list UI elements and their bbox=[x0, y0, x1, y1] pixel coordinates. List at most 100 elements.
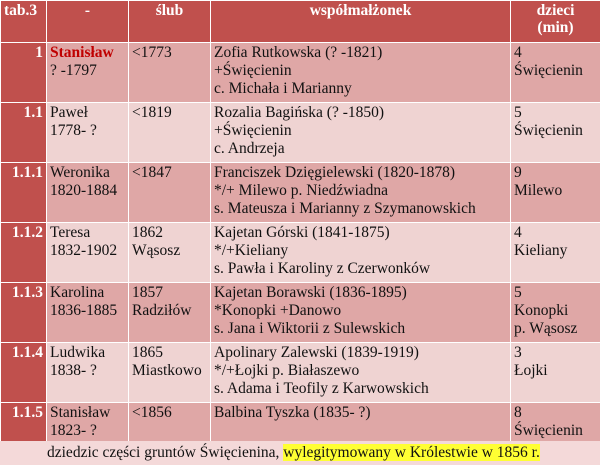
person-dates: 1832-1902 bbox=[50, 242, 118, 259]
spouse-name: Apolinary Zalewski (1839-1919) bbox=[214, 344, 419, 361]
children-cell: 3 Łojki bbox=[510, 342, 600, 403]
person-dates: 1820-1884 bbox=[50, 182, 118, 199]
spouse-name: Kajetan Borawski (1836-1895) bbox=[214, 284, 407, 301]
slub-cell: 1862 Wąsosz bbox=[128, 222, 211, 283]
slub-cell: <1847 bbox=[128, 162, 211, 223]
spouse-places: */+Łojki p. Białaszewo bbox=[214, 362, 360, 379]
slub-place: Radziłów bbox=[132, 302, 192, 319]
table-row: 1.1.5 Stanisław 1823- ? <1856 Balbina Ty… bbox=[0, 402, 600, 443]
spouse-cell: Kajetan Górski (1841-1875) */+Kieliany s… bbox=[210, 222, 511, 283]
spouse-parents: s. Adama i Teofily z Karwowskich bbox=[214, 380, 429, 397]
spouse-cell: Zofia Rutkowska (? -1821) +Święcienin c.… bbox=[210, 42, 511, 103]
header-children: dzieci (min) bbox=[510, 0, 600, 43]
children-cell: 5 Święcienin bbox=[510, 102, 600, 163]
person-cell: Stanisław 1823- ? bbox=[46, 402, 129, 443]
header-children-line1: dzieci bbox=[536, 2, 575, 19]
spouse-name: Rozalia Bagińska (? -1850) bbox=[214, 104, 385, 121]
spouse-parents: s. Mateusza i Marianny z Szymanowskich bbox=[214, 200, 476, 217]
footer-highlight: wylegitymowany w Królestwie w 1856 r. bbox=[283, 444, 540, 461]
row-id: 1.1.1 bbox=[0, 162, 47, 223]
children-count: 5 bbox=[514, 104, 522, 121]
table-header-row: tab.3 - ślub współmałżonek dzieci (min) bbox=[0, 0, 600, 43]
table-row: 1.1.2 Teresa 1832-1902 1862 Wąsosz Kajet… bbox=[0, 222, 600, 283]
row-id: 1.1.3 bbox=[0, 282, 47, 343]
slub-date: <1819 bbox=[132, 104, 172, 121]
person-cell: Ludwika 1838- ? bbox=[46, 342, 129, 403]
children-count: 4 bbox=[514, 44, 522, 61]
spouse-name: Zofia Rutkowska (? -1821) bbox=[214, 44, 383, 61]
table-row: 1.1.4 Ludwika 1838- ? 1865 Miastkowo Apo… bbox=[0, 342, 600, 403]
row-id: 1.1.5 bbox=[0, 402, 47, 443]
row-id: 1.1.4 bbox=[0, 342, 47, 403]
spouse-places: *Konopki +Danowo bbox=[214, 302, 342, 319]
person-name: Weronika bbox=[50, 164, 110, 181]
footer-text: dziedzic części gruntów Święcienina, wyl… bbox=[47, 442, 540, 464]
slub-cell: <1856 bbox=[128, 402, 211, 443]
slub-cell: <1819 bbox=[128, 102, 211, 163]
children-count: 9 bbox=[514, 164, 522, 181]
person-dates: ? -1797 bbox=[50, 62, 97, 79]
spouse-cell: Franciszek Dzięgielewski (1820-1878) */+… bbox=[210, 162, 511, 223]
children-count: 8 bbox=[514, 404, 522, 421]
row-id: 1 bbox=[0, 42, 47, 103]
children-place: Konopki bbox=[514, 302, 569, 319]
person-dates: 1838- ? bbox=[50, 362, 97, 379]
children-parish: p. Wąsosz bbox=[514, 320, 578, 337]
slub-cell: <1773 bbox=[128, 42, 211, 103]
children-place: Święcienin bbox=[514, 62, 583, 79]
children-count: 4 bbox=[514, 224, 522, 241]
spouse-parents: c. Michała i Marianny bbox=[214, 80, 352, 97]
row-id: 1.1 bbox=[0, 102, 47, 163]
person-dates: 1836-1885 bbox=[50, 302, 118, 319]
person-cell: Weronika 1820-1884 bbox=[46, 162, 129, 223]
person-cell: Paweł 1778- ? bbox=[46, 102, 129, 163]
person-name: Teresa bbox=[50, 224, 91, 241]
slub-date: <1847 bbox=[132, 164, 172, 181]
slub-date: 1857 bbox=[132, 284, 163, 301]
children-place: Kieliany bbox=[514, 242, 568, 259]
table-row: 1.1.3 Karolina 1836-1885 1857 Radziłów K… bbox=[0, 282, 600, 343]
children-cell: 9 Milewo bbox=[510, 162, 600, 223]
spouse-name: Kajetan Górski (1841-1875) bbox=[214, 224, 390, 241]
footer-note: dziedzic części gruntów Święcienina, wyl… bbox=[0, 441, 600, 465]
genealogy-table: tab.3 - ślub współmałżonek dzieci (min) … bbox=[0, 0, 600, 443]
spouse-places: */+Kieliany bbox=[214, 242, 289, 259]
spouse-cell: Rozalia Bagińska (? -1850) +Święcienin c… bbox=[210, 102, 511, 163]
person-name: Karolina bbox=[50, 284, 105, 301]
spouse-places: +Święcienin bbox=[214, 62, 292, 79]
spouse-places: +Święcienin bbox=[214, 122, 292, 139]
spouse-places: */+ Milewo p. Niedźwiadna bbox=[214, 182, 389, 199]
person-cell: Teresa 1832-1902 bbox=[46, 222, 129, 283]
person-cell: Karolina 1836-1885 bbox=[46, 282, 129, 343]
person-cell: Stanisław ? -1797 bbox=[46, 42, 129, 103]
children-cell: 5 Konopki p. Wąsosz bbox=[510, 282, 600, 343]
slub-date: 1865 bbox=[132, 344, 163, 361]
children-place: Święcienin bbox=[514, 122, 583, 139]
children-place: Łojki bbox=[514, 362, 548, 379]
spouse-name: Franciszek Dzięgielewski (1820-1878) bbox=[214, 164, 456, 181]
children-count: 3 bbox=[514, 344, 522, 361]
person-name: Ludwika bbox=[50, 344, 106, 361]
header-children-line2: (min) bbox=[537, 19, 574, 36]
table-row: 1.1.1 Weronika 1820-1884 <1847 Francisze… bbox=[0, 162, 600, 223]
spouse-cell: Apolinary Zalewski (1839-1919) */+Łojki … bbox=[210, 342, 511, 403]
table-row: 1.1 Paweł 1778- ? <1819 Rozalia Bagińska… bbox=[0, 102, 600, 163]
slub-place: Wąsosz bbox=[132, 242, 181, 259]
person-name: Stanisław bbox=[50, 404, 111, 421]
slub-date: <1773 bbox=[132, 44, 172, 61]
header-tab: tab.3 bbox=[0, 0, 47, 43]
slub-cell: 1857 Radziłów bbox=[128, 282, 211, 343]
header-name: - bbox=[46, 0, 129, 43]
spouse-parents: c. Andrzeja bbox=[214, 140, 285, 157]
person-dates: 1823- ? bbox=[50, 422, 97, 439]
person-dates: 1778- ? bbox=[50, 122, 97, 139]
children-cell: 4 Święcienin bbox=[510, 42, 600, 103]
spouse-cell: Kajetan Borawski (1836-1895) *Konopki +D… bbox=[210, 282, 511, 343]
spouse-parents: s. Pawła i Karoliny z Czerwonków bbox=[214, 260, 431, 277]
children-place: Święcienin bbox=[514, 422, 583, 439]
slub-date: <1856 bbox=[132, 404, 172, 421]
header-spouse: współmałżonek bbox=[210, 0, 511, 43]
children-cell: 8 Święcienin bbox=[510, 402, 600, 443]
children-count: 5 bbox=[514, 284, 522, 301]
slub-place: Miastkowo bbox=[132, 362, 202, 379]
